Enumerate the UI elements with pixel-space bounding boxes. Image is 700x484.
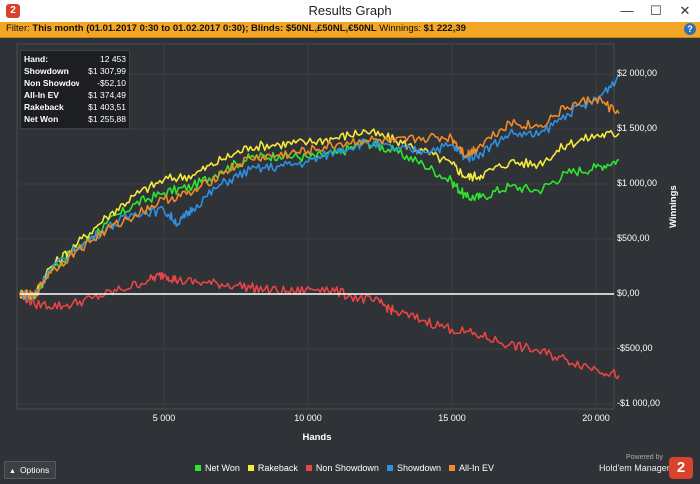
stat-label: Non Showdown (24, 78, 79, 88)
minimize-button[interactable]: — (620, 3, 634, 18)
stat-row: Non Showdown -$52,10 (24, 78, 126, 90)
brand-logo-icon: 2 (669, 457, 693, 479)
x-axis-label: Hands (302, 432, 332, 443)
y-tick-label: $1 000,00 (617, 178, 658, 188)
app-logo-icon: 2 (6, 4, 20, 18)
stat-value: $1 255,88 (88, 114, 126, 124)
powered-by-text: Powered by (626, 454, 663, 461)
x-tick-label: 10 000 (294, 413, 322, 423)
legend-item[interactable]: Net Won (195, 463, 240, 473)
legend-swatch (386, 464, 393, 471)
legend-label: Non Showdown (315, 463, 379, 473)
stat-row: Showdown $1 307,99 (24, 66, 126, 78)
window-title: Results Graph (308, 3, 392, 18)
stat-value: $1 307,99 (88, 66, 126, 76)
filter-prefix: Filter: (6, 23, 30, 34)
stat-label: Hand: (24, 54, 49, 64)
y-axis-label: Winnings (668, 185, 679, 228)
stat-value: $1 403,51 (88, 102, 126, 112)
stat-row: Rakeback $1 403,51 (24, 102, 126, 114)
stat-row: All-In EV $1 374,49 (24, 90, 126, 102)
maximize-button[interactable]: ☐ (650, 3, 662, 18)
stat-label: All-In EV (24, 90, 59, 100)
legend-swatch (305, 464, 312, 471)
y-tick-label: $2 000,00 (617, 68, 658, 78)
legend-label: Showdown (396, 463, 441, 473)
legend-item[interactable]: Non Showdown (305, 463, 379, 473)
legend-swatch (247, 464, 254, 471)
stat-row: Net Won $1 255,88 (24, 114, 126, 126)
stat-label: Net Won (24, 114, 59, 124)
x-tick-label: 15 000 (438, 413, 466, 423)
stat-value: -$52,10 (97, 78, 126, 88)
series-line-non-showdown (19, 272, 620, 380)
series-line-all-in-ev (19, 96, 620, 300)
legend-label: All-In EV (458, 463, 494, 473)
options-button[interactable]: ▲ Options (4, 461, 56, 479)
y-tick-label: $1 500,00 (617, 123, 658, 133)
chevron-up-icon: ▲ (9, 468, 16, 475)
legend-swatch (195, 464, 201, 471)
y-tick-label: $0,00 (617, 288, 640, 298)
legend-item[interactable]: All-In EV (448, 463, 494, 473)
stat-value: 12 453 (100, 54, 126, 64)
stat-value: $1 374,49 (88, 90, 126, 100)
filter-bar[interactable]: Filter: This month (01.01.2017 0:30 to 0… (0, 22, 700, 38)
stat-row: Hand: 12 453 (24, 54, 126, 66)
legend-item[interactable]: Rakeback (247, 463, 298, 473)
help-icon[interactable]: ? (684, 23, 696, 35)
y-tick-label: -$500,00 (617, 343, 653, 353)
stat-label: Rakeback (24, 102, 64, 112)
stats-summary-box: Hand: 12 453 Showdown $1 307,99 Non Showdown… (20, 50, 130, 129)
stat-label: Showdown (24, 66, 69, 76)
y-tick-label: $500,00 (617, 233, 650, 243)
winnings-value: $1 222,39 (423, 23, 466, 34)
legend-label: Net Won (205, 463, 240, 473)
options-label: Options (19, 465, 50, 475)
series-line-rakeback (19, 128, 620, 300)
x-tick-label: 5 000 (152, 413, 176, 423)
brand-name: Hold'em Manager (599, 463, 670, 473)
filter-criteria: This month (01.01.2017 0:30 to 01.02.201… (32, 23, 377, 34)
filter-summary: Filter: This month (01.01.2017 0:30 to 0… (6, 23, 466, 34)
legend-swatch (448, 464, 455, 471)
close-button[interactable]: ✕ (679, 3, 691, 18)
title-bar: 2 Results Graph — ☐ ✕ (0, 0, 700, 23)
y-tick-label: -$1 000,00 (617, 398, 661, 408)
winnings-label: Winnings: (379, 23, 422, 34)
legend-item[interactable]: Showdown (386, 463, 441, 473)
legend-label: Rakeback (257, 463, 298, 473)
x-tick-label: 20 000 (582, 413, 610, 423)
chart-legend: Net Won Rakeback Non Showdown Showdown All-I… (195, 463, 502, 473)
